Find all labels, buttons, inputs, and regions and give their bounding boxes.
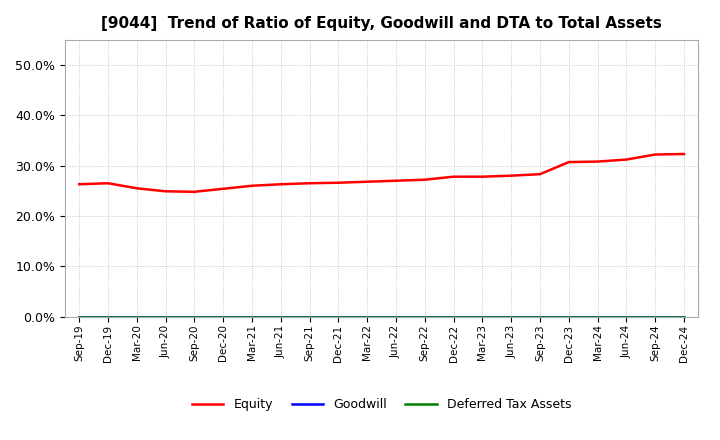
Goodwill [161,314,170,319]
Equity [651,152,660,157]
Equity [334,180,343,185]
Equity [305,180,314,186]
Deferred Tax Assets [305,314,314,319]
Equity [478,174,487,180]
Deferred Tax Assets [276,314,285,319]
Equity [420,177,429,182]
Goodwill [334,314,343,319]
Deferred Tax Assets [651,314,660,319]
Equity [276,182,285,187]
Goodwill [420,314,429,319]
Goodwill [478,314,487,319]
Deferred Tax Assets [420,314,429,319]
Equity [132,186,141,191]
Goodwill [651,314,660,319]
Deferred Tax Assets [104,314,112,319]
Deferred Tax Assets [132,314,141,319]
Equity [680,151,688,157]
Goodwill [593,314,602,319]
Deferred Tax Assets [507,314,516,319]
Goodwill [363,314,372,319]
Deferred Tax Assets [219,314,228,319]
Goodwill [564,314,573,319]
Deferred Tax Assets [593,314,602,319]
Goodwill [132,314,141,319]
Goodwill [248,314,256,319]
Goodwill [190,314,199,319]
Equity [507,173,516,178]
Deferred Tax Assets [334,314,343,319]
Deferred Tax Assets [190,314,199,319]
Goodwill [622,314,631,319]
Equity [564,159,573,165]
Deferred Tax Assets [392,314,400,319]
Deferred Tax Assets [536,314,544,319]
Goodwill [680,314,688,319]
Line: Equity: Equity [79,154,684,192]
Equity [449,174,458,180]
Legend: Equity, Goodwill, Deferred Tax Assets: Equity, Goodwill, Deferred Tax Assets [187,393,576,416]
Equity [248,183,256,188]
Goodwill [449,314,458,319]
Deferred Tax Assets [449,314,458,319]
Equity [593,159,602,164]
Goodwill [219,314,228,319]
Deferred Tax Assets [161,314,170,319]
Goodwill [276,314,285,319]
Deferred Tax Assets [478,314,487,319]
Equity [392,178,400,183]
Goodwill [75,314,84,319]
Goodwill [305,314,314,319]
Goodwill [536,314,544,319]
Deferred Tax Assets [75,314,84,319]
Deferred Tax Assets [564,314,573,319]
Equity [363,179,372,184]
Title: [9044]  Trend of Ratio of Equity, Goodwill and DTA to Total Assets: [9044] Trend of Ratio of Equity, Goodwil… [102,16,662,32]
Deferred Tax Assets [680,314,688,319]
Equity [190,189,199,194]
Goodwill [507,314,516,319]
Equity [161,189,170,194]
Equity [104,180,112,186]
Deferred Tax Assets [622,314,631,319]
Deferred Tax Assets [248,314,256,319]
Equity [622,157,631,162]
Goodwill [104,314,112,319]
Equity [219,186,228,191]
Equity [75,182,84,187]
Equity [536,172,544,177]
Goodwill [392,314,400,319]
Deferred Tax Assets [363,314,372,319]
